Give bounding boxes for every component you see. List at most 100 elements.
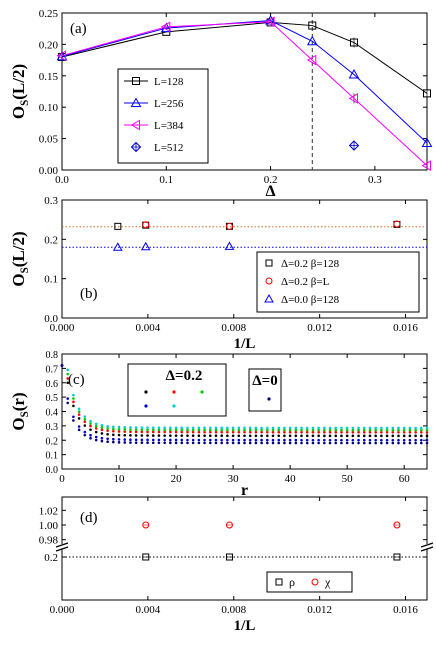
data-point xyxy=(397,434,400,438)
data-point xyxy=(163,438,166,442)
data-point xyxy=(311,434,315,438)
data-point xyxy=(220,428,223,432)
data-point xyxy=(151,438,155,442)
data-point xyxy=(368,426,372,430)
data-point xyxy=(419,426,423,430)
data-point xyxy=(277,441,281,445)
data-point xyxy=(112,433,115,437)
data-point xyxy=(425,438,429,442)
data-point xyxy=(117,425,121,429)
data-point xyxy=(151,441,155,445)
data-point xyxy=(220,434,223,438)
data-point xyxy=(308,21,317,30)
data-point xyxy=(271,441,275,445)
data-point xyxy=(334,434,338,438)
x-tick-label: 50 xyxy=(342,473,354,485)
y-tick-label: 0.8 xyxy=(46,350,59,361)
data-point xyxy=(306,35,318,46)
data-point xyxy=(214,438,218,442)
data-point xyxy=(83,415,87,418)
data-point xyxy=(129,438,132,441)
legend-label: Δ=0.2 β=128 xyxy=(281,258,340,270)
data-point xyxy=(277,438,281,442)
data-point xyxy=(100,439,104,443)
data-point xyxy=(266,426,269,430)
y-tick-label: 0.0 xyxy=(46,465,59,476)
x-tick-label: 0.012 xyxy=(307,322,332,334)
data-point xyxy=(271,426,275,430)
x-tick-label: 0.008 xyxy=(221,604,246,616)
data-point xyxy=(140,428,144,432)
data-point xyxy=(260,430,263,434)
data-point xyxy=(146,441,149,445)
data-point xyxy=(283,430,286,434)
data-point xyxy=(129,426,132,429)
data-point xyxy=(226,426,229,430)
y-tick-label: 0.1 xyxy=(44,274,58,286)
data-point xyxy=(421,137,433,147)
data-point xyxy=(112,437,115,441)
data-point xyxy=(368,430,372,434)
data-point xyxy=(402,428,406,432)
data-point xyxy=(197,438,201,442)
data-point xyxy=(220,430,223,434)
data-point xyxy=(260,441,263,445)
data-point xyxy=(277,426,281,430)
legend-swatch xyxy=(172,404,176,408)
y-tick-label: 0.2 xyxy=(44,552,58,564)
axis-break-mark xyxy=(55,546,69,552)
data-point xyxy=(277,434,281,438)
data-point xyxy=(419,441,423,445)
data-point xyxy=(112,425,115,429)
data-point xyxy=(106,437,109,441)
data-point xyxy=(311,430,315,434)
data-point xyxy=(323,430,326,434)
data-point xyxy=(94,424,98,428)
data-point xyxy=(385,426,389,430)
data-point xyxy=(77,410,81,414)
data-point xyxy=(402,434,406,438)
data-point xyxy=(191,426,195,430)
panel-a: 0.00 0.05 0.10 0.15 0.20 0.25 0.0 0.1 0.2 0.3 (a) Δ… xyxy=(9,8,433,200)
data-point xyxy=(266,434,269,438)
data-point xyxy=(266,428,269,432)
data-point xyxy=(180,438,184,442)
data-point xyxy=(191,434,195,437)
data-point xyxy=(100,436,104,440)
data-point xyxy=(94,438,98,442)
data-point xyxy=(419,430,423,434)
data-point xyxy=(163,441,166,445)
data-point xyxy=(174,428,178,432)
series-line xyxy=(61,20,428,144)
data-point xyxy=(89,419,92,423)
data-point xyxy=(334,428,338,432)
data-point xyxy=(397,428,400,432)
data-point xyxy=(163,430,166,434)
x-tick-label: 0.000 xyxy=(50,322,75,334)
data-point xyxy=(294,441,298,445)
data-point xyxy=(374,438,377,442)
data-point xyxy=(380,434,383,438)
data-point xyxy=(77,425,81,428)
x-axis-label: Δ xyxy=(266,183,276,200)
data-point xyxy=(288,430,292,434)
data-point xyxy=(72,393,75,397)
data-point xyxy=(169,434,172,437)
data-point xyxy=(402,426,406,430)
data-point xyxy=(94,422,98,426)
data-point xyxy=(186,426,189,430)
data-point xyxy=(77,407,81,411)
data-point xyxy=(140,441,144,444)
data-point xyxy=(106,424,109,428)
data-point xyxy=(397,441,400,445)
data-point xyxy=(328,428,332,432)
data-point xyxy=(180,441,184,445)
data-point xyxy=(66,401,70,405)
data-point xyxy=(89,424,92,428)
data-point xyxy=(66,377,70,380)
data-point xyxy=(317,438,320,442)
x-tick-label: 0.012 xyxy=(307,604,332,616)
x-tick-label: 0.1 xyxy=(159,174,173,186)
data-point xyxy=(265,16,275,28)
